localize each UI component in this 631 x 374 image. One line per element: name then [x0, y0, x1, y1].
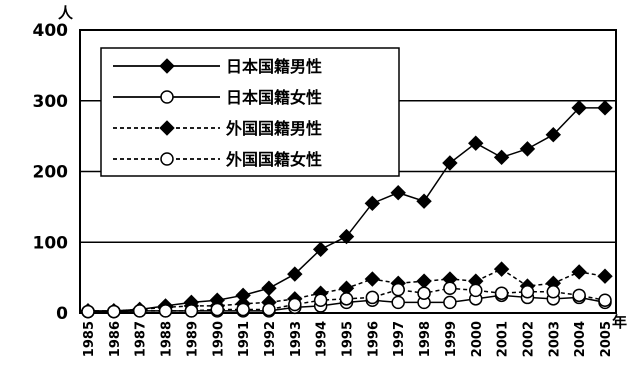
- data-point: [571, 264, 587, 280]
- data-point: [469, 283, 483, 298]
- data-point: [288, 297, 302, 312]
- data-point: [417, 286, 431, 300]
- x-tick-label: 2000: [470, 321, 485, 357]
- data-point: [364, 195, 381, 212]
- x-tick-label: 1989: [185, 321, 200, 357]
- data-point: [597, 268, 613, 284]
- y-tick-label: 100: [33, 233, 69, 253]
- data-point: [312, 241, 329, 258]
- data-point: [339, 292, 354, 306]
- y-tick-label: 400: [33, 21, 69, 41]
- data-point: [364, 271, 381, 287]
- data-point: [132, 304, 147, 318]
- x-tick-label: 2001: [496, 321, 511, 357]
- data-point: [236, 302, 250, 317]
- legend-item: 外国国籍女性: [113, 150, 322, 169]
- x-tick-label: 1988: [160, 321, 175, 357]
- x-tick-label: 1994: [315, 321, 330, 357]
- x-tick-label: 2002: [521, 321, 536, 357]
- data-point: [520, 285, 535, 299]
- data-point: [365, 290, 380, 305]
- data-point: [416, 193, 432, 209]
- x-tick-label: 1996: [366, 321, 381, 357]
- legend-item: 日本国籍女性: [113, 88, 322, 107]
- x-tick-label: 2005: [599, 321, 614, 357]
- x-axis-unit: 年: [612, 313, 627, 331]
- data-point: [545, 127, 562, 143]
- x-tick-label: 1993: [289, 321, 304, 357]
- plot-area-frame: [79, 29, 617, 314]
- legend-item: 外国国籍男性: [113, 119, 322, 138]
- data-point: [546, 285, 561, 299]
- legend-label: 外国国籍男性: [225, 119, 322, 138]
- x-tick-label: 1997: [392, 321, 407, 357]
- x-tick-label: 1995: [341, 321, 356, 357]
- data-point: [287, 266, 303, 282]
- y-axis-ticks: 0 100 200 300 400: [33, 21, 69, 324]
- data-point: [184, 304, 199, 318]
- x-tick-label: 1999: [444, 321, 459, 357]
- data-point: [598, 293, 612, 308]
- data-point: [442, 155, 458, 171]
- data-point: [262, 302, 276, 317]
- legend-label: 日本国籍男性: [226, 57, 322, 76]
- data-point: [210, 302, 224, 317]
- data-point: [519, 141, 536, 157]
- x-tick-label: 1987: [134, 321, 149, 357]
- x-tick-label: 1991: [237, 321, 252, 357]
- x-tick-label: 2004: [573, 321, 588, 357]
- y-tick-label: 0: [56, 304, 68, 324]
- legend-swatch-marker: [159, 58, 175, 74]
- data-point: [107, 304, 121, 319]
- y-tick-label: 300: [33, 92, 69, 112]
- data-point: [493, 149, 510, 166]
- legend-label: 外国国籍女性: [225, 150, 322, 169]
- x-axis-ticks: 1985 1986 1987 1988 1989 1990 1991 1992 1993 1994…: [82, 321, 614, 357]
- x-tick-label: 1985: [82, 321, 97, 357]
- data-point: [338, 228, 355, 245]
- x-tick-label: 1992: [263, 321, 278, 357]
- legend-box: [100, 47, 400, 177]
- data-point: [391, 282, 405, 297]
- data-point: [313, 293, 328, 308]
- legend-swatch-marker: [159, 120, 175, 136]
- y-tick-label: 200: [33, 163, 69, 183]
- data-point: [443, 295, 457, 310]
- data-point: [494, 286, 509, 300]
- data-point: [571, 100, 587, 116]
- data-point: [597, 100, 613, 116]
- data-point: [261, 280, 277, 296]
- series-group: [80, 100, 613, 319]
- legend-swatch-marker: [160, 90, 174, 104]
- y-axis-unit: 人: [58, 4, 74, 22]
- legend-swatch-marker: [160, 152, 174, 166]
- x-tick-label: 2003: [547, 321, 562, 357]
- x-tick-label: 1986: [108, 321, 123, 357]
- data-point: [81, 304, 95, 319]
- data-point: [390, 185, 406, 201]
- data-point: [443, 281, 457, 295]
- series-4: [81, 281, 612, 319]
- legend-item: 日本国籍男性: [113, 57, 322, 76]
- legend-label: 日本国籍女性: [226, 88, 322, 107]
- data-point: [468, 135, 484, 151]
- x-tick-label: 1998: [418, 321, 433, 357]
- data-point: [158, 304, 173, 318]
- x-tick-label: 1990: [211, 321, 226, 357]
- data-point: [493, 261, 510, 277]
- data-point: [391, 295, 405, 310]
- data-point: [416, 273, 432, 289]
- data-point: [572, 288, 586, 303]
